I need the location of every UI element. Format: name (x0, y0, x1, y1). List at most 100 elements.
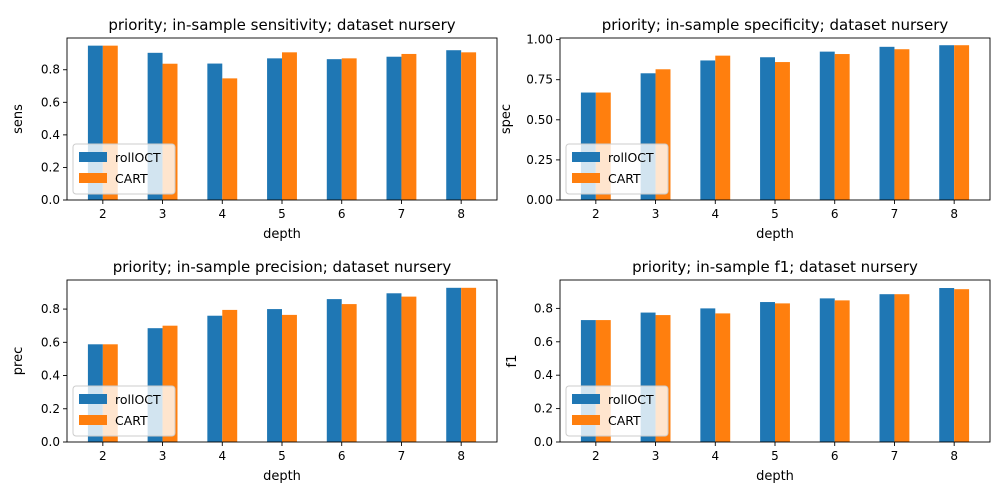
bar-CART-7 (894, 49, 910, 200)
chart-title: priority; in-sample f1; dataset nursery (632, 258, 918, 276)
x-tick-label: 5 (771, 449, 779, 463)
y-tick-label: 0.6 (534, 335, 553, 349)
y-tick-label: 0.0 (41, 435, 60, 449)
bar-rollOCT-7 (879, 46, 895, 201)
y-tick-label: 0.6 (41, 95, 60, 109)
legend-label-rollOCT: rollOCT (608, 150, 654, 165)
bar-CART-6 (341, 304, 357, 442)
x-axis-label: depth (263, 227, 301, 242)
bar-rollOCT-4 (207, 63, 223, 200)
y-axis-label: sens (11, 104, 26, 134)
bar-rollOCT-4 (700, 308, 716, 442)
bar-rollOCT-7 (879, 294, 895, 442)
y-tick-label: 0.2 (41, 160, 60, 174)
bar-rollOCT-4 (207, 315, 223, 442)
legend-label-CART: CART (115, 413, 148, 428)
bar-rollOCT-8 (939, 45, 955, 201)
bar-rollOCT-8 (446, 50, 462, 200)
legend: rollOCT CART (565, 385, 669, 437)
bar-rollOCT-6 (326, 59, 342, 200)
y-tick-label: 0.2 (534, 402, 553, 416)
y-tick-label: 0.25 (526, 153, 553, 167)
x-tick-label: 6 (338, 449, 346, 463)
y-tick-label: 0.4 (41, 369, 60, 383)
chart-title: priority; in-sample precision; dataset n… (113, 258, 452, 276)
legend-label-CART: CART (608, 171, 641, 186)
bar-CART-7 (894, 294, 910, 442)
x-tick-label: 2 (592, 207, 600, 221)
legend-label-rollOCT: rollOCT (115, 392, 161, 407)
y-tick-label: 0.50 (526, 113, 553, 127)
x-tick-label: 4 (218, 449, 226, 463)
chart-panel-2: priority; in-sample precision; dataset n… (11, 258, 498, 484)
bar-CART-4 (715, 55, 731, 200)
y-axis-label: spec (499, 104, 514, 134)
x-tick-label: 8 (457, 449, 465, 463)
x-tick-label: 3 (159, 449, 167, 463)
x-tick-label: 8 (457, 207, 465, 221)
y-tick-label: 0.6 (41, 335, 60, 349)
y-tick-label: 0.00 (526, 193, 553, 207)
x-tick-label: 4 (711, 449, 719, 463)
bar-CART-6 (834, 54, 850, 200)
legend-label-CART: CART (608, 413, 641, 428)
x-tick-label: 3 (159, 207, 167, 221)
y-tick-label: 0.8 (534, 301, 553, 315)
bar-CART-4 (222, 78, 238, 200)
legend: rollOCT CART (72, 143, 176, 195)
legend-swatch-CART (572, 415, 600, 425)
x-tick-label: 7 (891, 207, 899, 221)
legend-swatch-CART (572, 173, 600, 183)
x-tick-label: 7 (398, 207, 406, 221)
chart-title: priority; in-sample sensitivity; dataset… (108, 16, 455, 34)
y-tick-label: 0.0 (534, 435, 553, 449)
bar-CART-6 (341, 58, 357, 200)
x-axis-label: depth (756, 227, 794, 242)
bar-rollOCT-5 (760, 302, 775, 442)
x-tick-label: 7 (398, 449, 406, 463)
bar-rollOCT-5 (267, 58, 282, 200)
y-tick-label: 1.00 (526, 33, 553, 47)
x-tick-label: 4 (218, 207, 226, 221)
x-tick-label: 5 (278, 449, 286, 463)
bar-rollOCT-6 (819, 298, 835, 442)
bar-rollOCT-5 (760, 57, 775, 200)
bar-rollOCT-8 (446, 287, 462, 442)
chart-panel-1: priority; in-sample specificity; dataset… (499, 16, 991, 242)
bar-CART-8 (954, 45, 970, 201)
legend-swatch-CART (79, 415, 107, 425)
y-tick-label: 0.2 (41, 402, 60, 416)
legend-swatch-CART (79, 173, 107, 183)
y-tick-label: 0.4 (534, 368, 553, 382)
bar-rollOCT-6 (819, 51, 835, 200)
bar-rollOCT-4 (700, 60, 716, 200)
chart-title: priority; in-sample specificity; dataset… (602, 16, 949, 34)
bar-CART-4 (222, 309, 238, 442)
x-tick-label: 6 (831, 449, 839, 463)
x-tick-label: 3 (652, 207, 660, 221)
x-tick-label: 8 (950, 449, 958, 463)
x-axis-label: depth (263, 469, 301, 484)
bar-CART-5 (775, 62, 790, 201)
x-axis-label: depth (756, 469, 794, 484)
chart-panel-3: priority; in-sample f1; dataset nursery 0… (505, 258, 991, 484)
legend-swatch-rollOCT (79, 394, 107, 404)
bar-rollOCT-6 (326, 299, 342, 442)
bar-rollOCT-7 (386, 56, 402, 200)
chart-panel-0: priority; in-sample sensitivity; dataset… (11, 16, 498, 242)
x-tick-label: 6 (831, 207, 839, 221)
x-tick-label: 3 (652, 449, 660, 463)
x-tick-label: 6 (338, 207, 346, 221)
y-axis-label: prec (11, 347, 26, 375)
x-tick-label: 8 (950, 207, 958, 221)
legend-swatch-rollOCT (572, 394, 600, 404)
legend-swatch-rollOCT (79, 152, 107, 162)
bar-CART-4 (715, 313, 731, 442)
bar-CART-5 (282, 52, 297, 200)
x-tick-label: 5 (278, 207, 286, 221)
bar-CART-8 (461, 52, 477, 200)
x-tick-label: 2 (99, 207, 107, 221)
x-tick-label: 2 (99, 449, 107, 463)
legend: rollOCT CART (565, 143, 669, 195)
